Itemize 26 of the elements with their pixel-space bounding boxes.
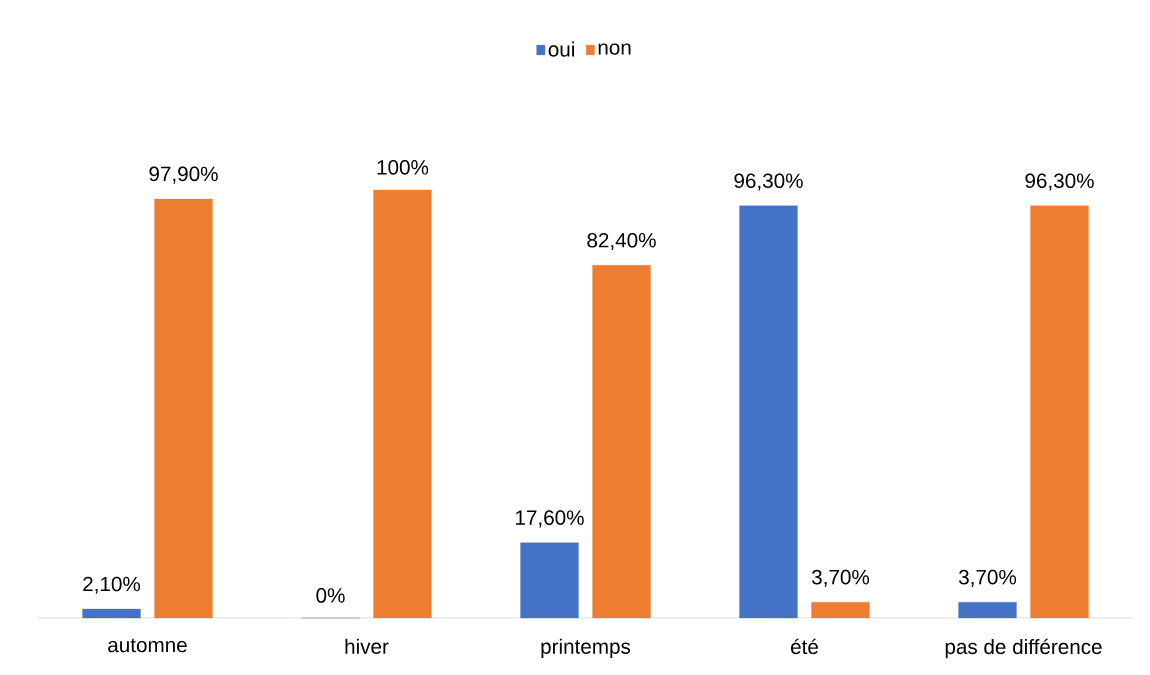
data-label: 3,70% [812, 569, 870, 587]
x-tick-label: automne [108, 638, 187, 653]
data-label: 100% [377, 160, 429, 175]
data-label: 2,10% [83, 576, 141, 594]
data-label: 3,70% [959, 569, 1017, 587]
bar [1030, 205, 1089, 619]
data-label: 82,40% [587, 232, 656, 250]
data-label: 96,30% [1025, 173, 1094, 191]
x-tick-label: printemps [541, 638, 631, 658]
data-label: 0% [316, 588, 345, 603]
legend-label: oui [548, 41, 574, 57]
bar [154, 198, 213, 619]
x-tick-label: pas de différence [945, 638, 1102, 659]
bar [373, 189, 432, 619]
data-label: 17,60% [516, 510, 584, 528]
bar [739, 205, 798, 619]
legend-label: non [598, 43, 631, 55]
x-tick-label: hiver [345, 638, 389, 654]
x-tick-label: été [791, 638, 818, 655]
data-label: 96,30% [734, 173, 803, 191]
data-label: 97,90% [149, 166, 218, 184]
bar [82, 608, 141, 619]
bar [958, 602, 1017, 619]
bar [592, 265, 651, 619]
bar [811, 602, 870, 619]
bar [520, 542, 579, 619]
